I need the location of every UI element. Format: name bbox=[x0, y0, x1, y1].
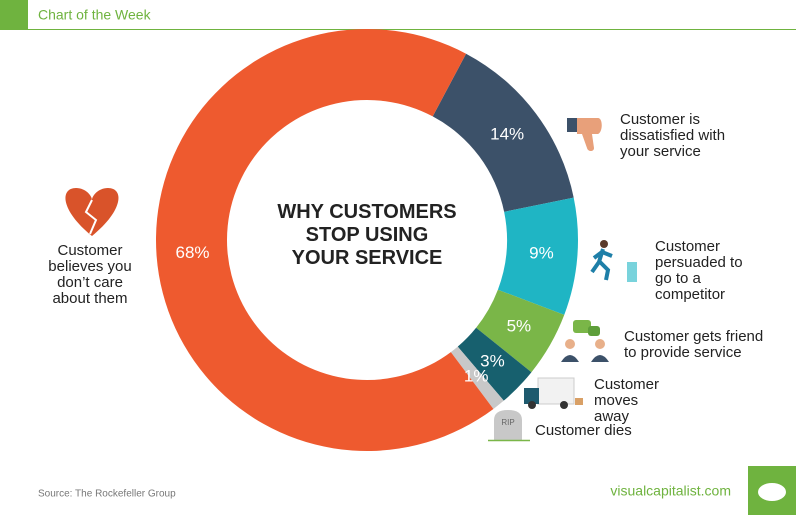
value-label: 68% bbox=[176, 243, 210, 262]
value-label: 1% bbox=[464, 366, 489, 385]
brand: visualcapitalist.com bbox=[610, 483, 731, 499]
value-label: 9% bbox=[529, 244, 554, 263]
donut-slice bbox=[497, 197, 578, 315]
icon-grave: RIP bbox=[488, 410, 530, 442]
donut-slice bbox=[476, 289, 565, 373]
donut-slice bbox=[156, 28, 494, 451]
icon-friends bbox=[561, 320, 609, 362]
category-label: Customer gets friend to provide service bbox=[624, 328, 764, 361]
category-label: Customer moves away bbox=[594, 376, 660, 425]
icon-heart bbox=[65, 188, 119, 236]
category-label: Customer believes you don’t care about t… bbox=[48, 242, 132, 307]
header: Chart of the Week bbox=[38, 7, 152, 23]
value-label: 14% bbox=[490, 125, 524, 144]
category-label: Customer dies bbox=[535, 422, 632, 439]
icon-runner bbox=[590, 240, 637, 282]
donut bbox=[156, 28, 578, 451]
chart-title: WHY CUSTOMERS STOP USING YOUR SERVICE bbox=[277, 201, 456, 269]
category-label: Customer persuaded to go to a competitor bbox=[655, 238, 743, 303]
category-label: Customer is dissatisfied with your servi… bbox=[620, 111, 726, 160]
donut-slice bbox=[450, 346, 504, 409]
header-block bbox=[0, 0, 28, 30]
icon-thumb bbox=[567, 118, 602, 151]
value-label: 5% bbox=[507, 316, 532, 335]
value-label: 3% bbox=[480, 351, 505, 370]
icon-truck bbox=[524, 377, 583, 409]
donut-slice bbox=[432, 53, 574, 212]
donut-slice bbox=[457, 327, 532, 401]
logo-mark bbox=[758, 483, 786, 501]
svg-text:RIP: RIP bbox=[501, 418, 514, 427]
source: Source: The Rockefeller Group bbox=[38, 489, 176, 500]
